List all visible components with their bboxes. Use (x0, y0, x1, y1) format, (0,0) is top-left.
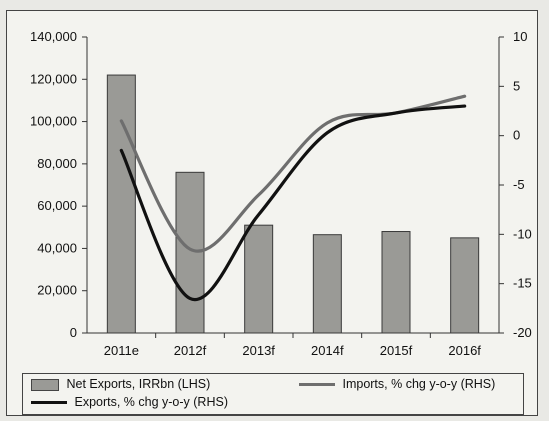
bar-net-exports (312, 234, 342, 334)
left-tick-label: 80,000 (37, 156, 77, 171)
line-exports (119, 104, 467, 302)
chart-frame (6, 10, 538, 416)
legend-swatch-imports-line (299, 383, 335, 387)
lines-group (119, 94, 467, 302)
bar-net-exports (450, 237, 480, 334)
legend-item-imports: Imports, % chg y-o-y (RHS) (299, 377, 495, 391)
right-tick-label: -10 (513, 226, 532, 241)
left-tick-label: 0 (70, 325, 77, 340)
x-tick-label: 2016f (448, 343, 481, 358)
legend-item-exports: Exports, % chg y-o-y (RHS) (31, 395, 228, 409)
x-tick-label: 2015f (380, 343, 413, 358)
right-tick-label: 5 (513, 78, 520, 93)
left-tick-label: 100,000 (30, 114, 77, 129)
bar-net-exports (106, 74, 136, 334)
axes-group (82, 36, 504, 338)
right-tick-label: 0 (513, 128, 520, 143)
legend-swatch-exports-line (31, 401, 67, 405)
bar-net-exports (381, 231, 411, 334)
x-tick-label: 2014f (311, 343, 344, 358)
right-tick-label: -15 (513, 276, 532, 291)
line-imports (119, 94, 467, 253)
right-tick-label: -5 (513, 177, 525, 192)
bar-net-exports (244, 224, 274, 334)
left-tick-label: 60,000 (37, 198, 77, 213)
legend-swatch-bar (31, 378, 59, 391)
right-tick-label: 10 (513, 29, 527, 44)
left-tick-label: 20,000 (37, 283, 77, 298)
legend-label-imports: Imports, % chg y-o-y (RHS) (342, 377, 496, 391)
legend-label-exports: Exports, % chg y-o-y (RHS) (74, 395, 228, 409)
x-tick-label: 2011e (104, 343, 139, 358)
legend-label-net-exports: Net Exports, IRRbn (LHS) (66, 377, 211, 391)
legend-item-net-exports: Net Exports, IRRbn (LHS) (31, 377, 210, 391)
right-tick-label: -20 (513, 325, 532, 340)
legend: Net Exports, IRRbn (LHS) Imports, % chg … (22, 373, 524, 415)
x-tick-label: 2013f (242, 343, 275, 358)
tick-labels-group: 0 20,000 40,000 60,000 80,000 100,000 120,000 1… (30, 29, 532, 358)
left-tick-label: 120,000 (30, 71, 77, 86)
x-tick-label: 2012f (174, 343, 207, 358)
left-tick-label: 40,000 (37, 240, 77, 255)
left-tick-label: 140,000 (30, 29, 77, 44)
bars-group (106, 74, 480, 334)
